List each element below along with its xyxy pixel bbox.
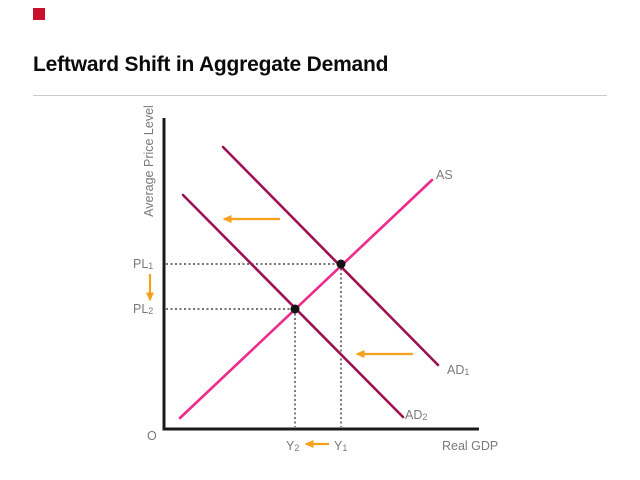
ad2-base: AD	[405, 408, 423, 422]
y2-sub: 2	[294, 443, 300, 453]
ad1-sub: 1	[464, 367, 470, 377]
equilibrium-initial-dot	[336, 259, 346, 269]
title-divider	[33, 95, 607, 96]
x-axis-label: Real GDP	[442, 439, 499, 453]
y1-sub: 1	[342, 443, 348, 453]
pl2-label: PL2	[133, 302, 153, 318]
brand-mark	[33, 8, 45, 20]
pl2-base: PL	[133, 302, 149, 316]
ad1-curve	[221, 145, 440, 367]
pl2-sub: 2	[148, 306, 154, 316]
y-axis-label: Average Price Level	[142, 105, 156, 217]
ad1-base: AD	[447, 363, 465, 377]
ad2-curve-label: AD2	[405, 408, 427, 424]
y2-label: Y2	[286, 439, 299, 455]
y2-base: Y	[286, 439, 295, 453]
y1-label: Y1	[334, 439, 347, 455]
y1-base: Y	[334, 439, 343, 453]
origin-label: O	[147, 429, 157, 443]
pl1-label: PL1	[133, 257, 153, 273]
pl1-sub: 1	[148, 261, 154, 271]
ad1-curve-label: AD1	[447, 363, 469, 379]
pl1-base: PL	[133, 257, 149, 271]
page-title: Leftward Shift in Aggregate Demand	[33, 53, 389, 76]
equilibrium-new-dot	[290, 304, 300, 314]
ad2-sub: 2	[422, 412, 428, 422]
as-curve-label: AS	[436, 168, 453, 182]
as-curve	[178, 178, 434, 420]
